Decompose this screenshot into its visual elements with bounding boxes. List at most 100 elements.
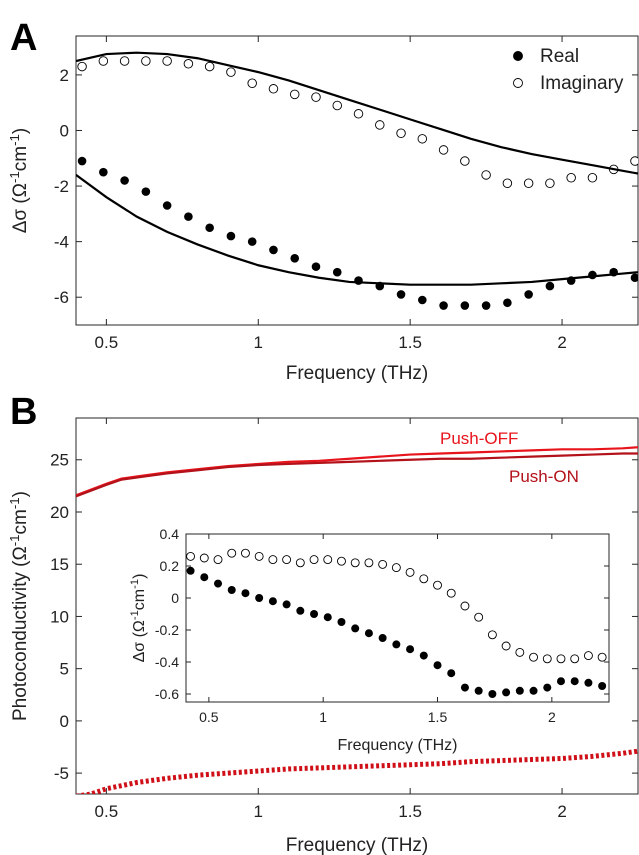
chart-b-inset: 0.5 1 1.5 2 -0.6 -0.4 -0.2 0 0.2 0.4 Frequency (TH…: [129, 526, 610, 754]
data-point-open: [323, 555, 333, 565]
data-point-open: [282, 555, 292, 565]
x-tick-label: 0.5: [95, 802, 119, 821]
chart-a: 0.5 1 1.5 2 -6 -4 -2 0 2 Frequency (THz) Δσ (Ω-1cm…: [7, 35, 639, 384]
data-point-open: [186, 551, 196, 561]
data-point-filled: [556, 677, 565, 686]
data-point-open: [391, 563, 401, 573]
data-point-open: [141, 56, 151, 66]
data-point-open: [501, 641, 511, 651]
data-point-open: [240, 548, 250, 558]
data-point-open: [183, 59, 194, 69]
data-point-filled: [474, 686, 483, 695]
x-axis-label: Frequency (THz): [337, 737, 457, 754]
data-point-filled: [584, 678, 593, 687]
y-tick-label: -0.2: [155, 622, 179, 638]
data-point-filled: [598, 682, 607, 690]
data-point-filled: [447, 669, 456, 678]
data-point-filled: [433, 661, 442, 670]
data-point-filled: [502, 688, 511, 697]
data-point-open: [254, 551, 264, 561]
x-tick-label: 0.5: [95, 333, 119, 352]
data-point-filled: [186, 566, 195, 575]
data-point-open: [566, 172, 576, 183]
data-point-open: [515, 647, 525, 657]
data-point-open: [289, 89, 300, 100]
data-point-open: [460, 156, 470, 166]
x-tick-label: 1.5: [398, 333, 422, 352]
data-point-open: [545, 178, 555, 189]
data-point-filled: [332, 267, 342, 277]
y-axis-label: Photoconductivity (Ω-1cm-1): [7, 491, 32, 721]
annotation-push-on: Push-ON: [509, 467, 579, 486]
y-tick-label: -6: [54, 288, 69, 307]
series-line-push-on: [76, 452, 638, 498]
data-point-open: [587, 172, 598, 183]
y-tick-label: -0.6: [155, 686, 179, 702]
series-line: [76, 748, 638, 794]
data-point-filled: [524, 290, 533, 299]
legend-label: Imaginary: [540, 73, 624, 94]
data-point-filled: [290, 254, 300, 263]
axes-frame: [185, 533, 610, 703]
x-tick-label: 0.5: [199, 709, 219, 725]
data-point-filled: [255, 594, 264, 602]
data-point-filled: [460, 683, 469, 692]
data-point-filled: [481, 301, 491, 310]
x-tick-label: 1: [254, 802, 263, 821]
data-point-open: [433, 580, 442, 590]
panel-label-b: B: [10, 391, 37, 433]
data-point-open: [419, 574, 429, 584]
y-axis-label: Δσ (Ω-1cm-1): [7, 128, 32, 234]
y-tick-label: 0: [60, 712, 69, 731]
x-tick-label: 2: [548, 709, 556, 725]
y-tick-label: 10: [50, 607, 69, 626]
data-point-filled: [296, 606, 305, 615]
data-point-filled: [310, 610, 319, 618]
data-point-open: [396, 128, 406, 139]
data-point-filled: [588, 270, 597, 280]
data-point-open: [119, 56, 130, 66]
data-point-open: [375, 120, 385, 130]
data-point-filled: [545, 281, 555, 291]
data-point-open: [226, 67, 236, 77]
y-tick-label: 2: [60, 66, 69, 85]
y-tick-label: 0.4: [160, 526, 180, 542]
series-line: [76, 174, 638, 286]
data-point-filled: [247, 237, 257, 246]
data-point-open: [350, 558, 360, 568]
panel-label-a: A: [10, 17, 37, 59]
data-point-open: [227, 548, 237, 558]
legend-label: Real: [540, 46, 579, 67]
data-point-open: [460, 601, 470, 611]
data-point-open: [309, 555, 319, 565]
data-point-open: [529, 652, 538, 662]
data-point-filled: [226, 231, 236, 241]
data-point-filled: [269, 245, 278, 255]
data-point-filled: [311, 262, 321, 271]
data-point-open: [556, 654, 566, 664]
y-tick-label: 0.2: [160, 558, 180, 574]
annotation-push-off: Push-OFF: [440, 429, 518, 448]
data-point-filled: [364, 629, 373, 638]
data-point-open: [337, 556, 346, 566]
data-point-filled: [99, 167, 108, 177]
y-tick-label: -5: [54, 764, 69, 783]
data-point-open: [523, 178, 534, 189]
data-point-open: [583, 651, 593, 661]
data-point-open: [213, 555, 223, 565]
data-point-filled: [630, 273, 638, 283]
data-point-filled: [200, 573, 209, 582]
x-tick-label: 2: [557, 333, 566, 352]
y-tick-label: -4: [54, 233, 69, 252]
x-tick-label: 2: [557, 802, 566, 821]
x-tick-label: 1.5: [398, 802, 422, 821]
data-point-filled: [77, 156, 87, 166]
data-point-open: [630, 156, 638, 166]
data-point-open: [311, 92, 321, 102]
data-point-filled: [120, 176, 129, 185]
data-point-open: [378, 559, 388, 569]
x-tick-label: 1.5: [428, 709, 448, 725]
data-point-filled: [392, 640, 401, 649]
data-point-open: [487, 630, 497, 640]
